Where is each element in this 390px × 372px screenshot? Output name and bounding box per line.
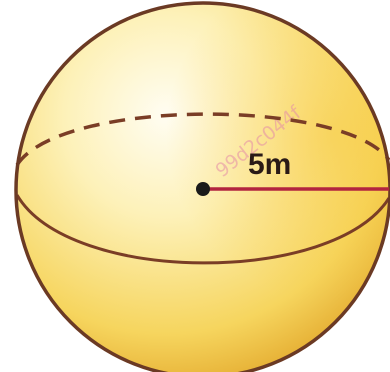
equator-back-dashed (15, 112, 390, 166)
sphere-outline (14, 1, 390, 372)
equator-front (15, 194, 390, 265)
radius-label: 5m (248, 148, 291, 181)
center-point (196, 182, 210, 196)
